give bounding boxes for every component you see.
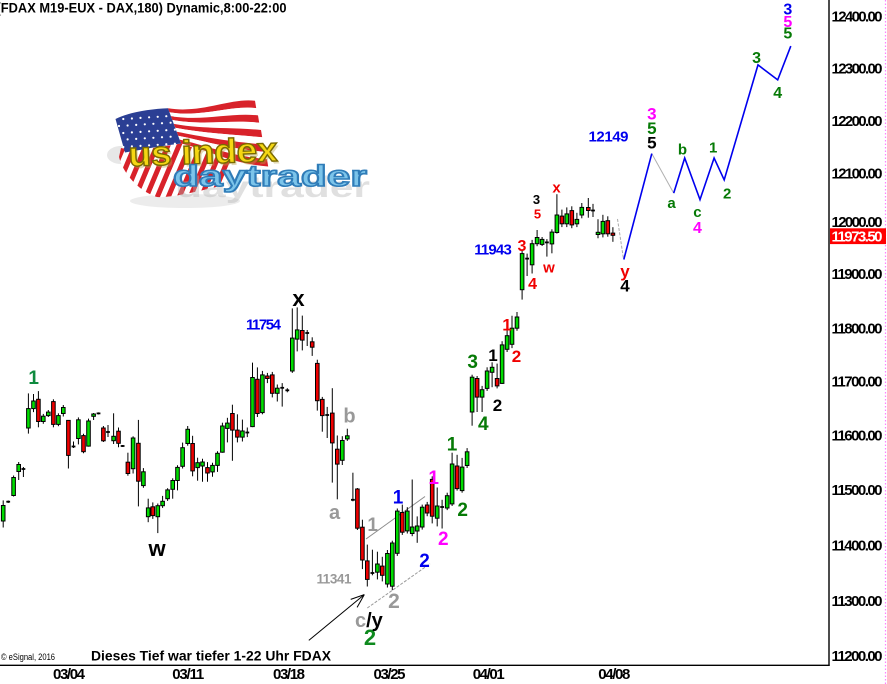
svg-text:11900.00: 11900.00 bbox=[832, 266, 883, 283]
svg-text:03/18: 03/18 bbox=[273, 666, 305, 683]
svg-text:2: 2 bbox=[723, 186, 731, 203]
svg-text:1: 1 bbox=[709, 139, 717, 156]
svg-text:1: 1 bbox=[367, 515, 378, 536]
svg-text:a: a bbox=[329, 502, 341, 524]
svg-text:4: 4 bbox=[528, 276, 537, 293]
svg-text:5: 5 bbox=[783, 14, 792, 31]
svg-text:11973.50: 11973.50 bbox=[832, 228, 883, 245]
svg-text:3: 3 bbox=[647, 104, 656, 123]
svg-text:4: 4 bbox=[693, 220, 702, 237]
svg-text:3: 3 bbox=[467, 352, 478, 373]
svg-text:b: b bbox=[343, 406, 355, 428]
svg-text:2: 2 bbox=[364, 625, 376, 650]
svg-text:03/04: 03/04 bbox=[53, 666, 86, 683]
svg-text:c/y: c/y bbox=[355, 610, 384, 632]
svg-text:b: b bbox=[678, 142, 687, 159]
svg-text:12300.00: 12300.00 bbox=[832, 60, 883, 77]
svg-text:daytrader: daytrader bbox=[176, 171, 370, 204]
svg-text:04/01: 04/01 bbox=[473, 666, 505, 683]
svg-text:x: x bbox=[552, 179, 561, 196]
svg-text:2: 2 bbox=[438, 529, 449, 550]
svg-text:11754: 11754 bbox=[246, 317, 282, 334]
svg-text:1: 1 bbox=[502, 316, 511, 335]
svg-text:x: x bbox=[292, 286, 305, 311]
svg-text:4: 4 bbox=[478, 414, 489, 435]
svg-text:4: 4 bbox=[773, 85, 782, 102]
svg-text:y: y bbox=[620, 262, 630, 281]
svg-text:03/11: 03/11 bbox=[172, 666, 204, 683]
svg-text:(FDAX M19-EUX - DAX,180) Dynam: (FDAX M19-EUX - DAX,180) Dynamic,8:00-22… bbox=[0, 0, 287, 16]
svg-text:12100.00: 12100.00 bbox=[832, 166, 883, 183]
svg-text:3: 3 bbox=[533, 192, 540, 207]
svg-text:us index: us index bbox=[128, 131, 278, 174]
svg-text:us index: us index bbox=[130, 133, 280, 176]
svg-text:a: a bbox=[667, 195, 676, 212]
svg-text:03/25: 03/25 bbox=[374, 666, 406, 683]
svg-text:11800.00: 11800.00 bbox=[832, 320, 883, 337]
svg-text:5: 5 bbox=[534, 206, 541, 221]
svg-text:5: 5 bbox=[647, 119, 656, 138]
svg-text:12200.00: 12200.00 bbox=[832, 113, 883, 130]
svg-text:2: 2 bbox=[493, 396, 502, 415]
svg-text:daytrader: daytrader bbox=[173, 160, 367, 193]
svg-text:1: 1 bbox=[28, 368, 39, 389]
svg-text:11341: 11341 bbox=[317, 572, 352, 587]
svg-text:1: 1 bbox=[428, 468, 439, 489]
svg-text:11200.00: 11200.00 bbox=[832, 648, 883, 665]
svg-text:11400.00: 11400.00 bbox=[832, 537, 883, 554]
svg-text:1: 1 bbox=[393, 487, 404, 508]
svg-text:11300.00: 11300.00 bbox=[832, 593, 883, 610]
svg-text:w: w bbox=[542, 259, 555, 276]
svg-text:c: c bbox=[693, 204, 701, 221]
svg-text:11700.00: 11700.00 bbox=[832, 374, 883, 391]
svg-text:11500.00: 11500.00 bbox=[832, 482, 883, 499]
svg-text:11600.00: 11600.00 bbox=[832, 427, 883, 444]
svg-text:2: 2 bbox=[457, 500, 468, 521]
svg-text:w: w bbox=[147, 536, 166, 561]
svg-text:3: 3 bbox=[783, 2, 792, 19]
svg-text:3: 3 bbox=[518, 238, 527, 255]
svg-text:© eSignal, 2016: © eSignal, 2016 bbox=[1, 652, 55, 662]
svg-text:04/08: 04/08 bbox=[598, 666, 630, 683]
svg-text:Dieses Tief war tiefer 1-22 Uh: Dieses Tief war tiefer 1-22 Uhr FDAX bbox=[91, 647, 332, 663]
svg-text:3: 3 bbox=[752, 50, 761, 67]
svg-text:5: 5 bbox=[783, 26, 792, 43]
svg-text:5: 5 bbox=[647, 134, 656, 153]
svg-text:12000.00: 12000.00 bbox=[832, 214, 883, 231]
svg-text:12400.00: 12400.00 bbox=[832, 9, 883, 26]
svg-text:12149: 12149 bbox=[589, 128, 629, 145]
svg-text:1: 1 bbox=[447, 434, 458, 455]
svg-text:1: 1 bbox=[488, 346, 497, 365]
svg-text:11943: 11943 bbox=[474, 242, 512, 259]
svg-text:2: 2 bbox=[419, 551, 430, 572]
svg-text:2: 2 bbox=[512, 347, 521, 366]
svg-text:2: 2 bbox=[388, 590, 400, 613]
svg-text:4: 4 bbox=[620, 276, 630, 295]
